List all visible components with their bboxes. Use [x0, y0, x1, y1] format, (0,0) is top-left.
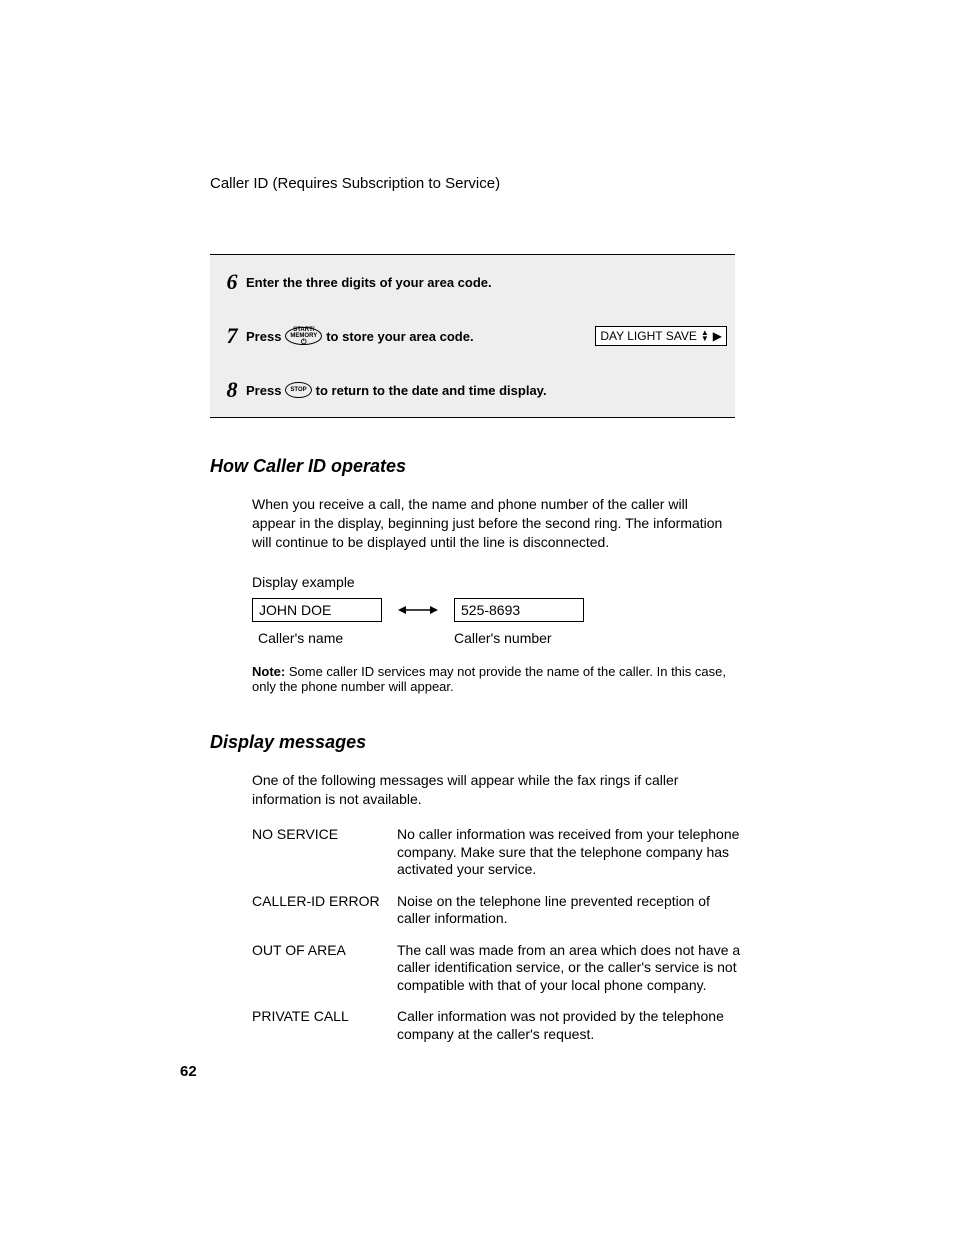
- up-down-icon: ▲▼: [701, 330, 709, 341]
- press-label: Press: [246, 329, 281, 344]
- step-text: Enter the three digits of your area code…: [246, 275, 492, 290]
- caption-name: Caller's name: [252, 630, 382, 646]
- table-row: OUT OF AREA The call was made from an ar…: [252, 942, 742, 995]
- page-number: 62: [180, 1063, 197, 1080]
- lcd-text: DAY LIGHT SAVE: [600, 329, 696, 343]
- display-example: JOHN DOE 525-8693: [252, 598, 749, 622]
- msg-desc: Caller information was not provided by t…: [397, 1008, 742, 1043]
- caption-number: Caller's number: [454, 630, 552, 646]
- section-intro: One of the following messages will appea…: [252, 771, 732, 809]
- press-label: Press: [246, 383, 281, 398]
- example-captions: Caller's name Caller's number: [252, 630, 749, 646]
- step-number: 8: [218, 377, 246, 403]
- step-8: 8 Press STOP to return to the date and t…: [210, 363, 735, 417]
- msg-desc: No caller information was received from …: [397, 826, 742, 879]
- section-heading-caller-id: How Caller ID operates: [210, 456, 749, 477]
- example-label: Display example: [252, 574, 749, 590]
- step-text: Press STOP to return to the date and tim…: [246, 382, 547, 398]
- section-heading-messages: Display messages: [210, 732, 749, 753]
- right-arrow-icon: ▶: [713, 329, 722, 343]
- table-row: PRIVATE CALL Caller information was not …: [252, 1008, 742, 1043]
- msg-code: NO SERVICE: [252, 826, 397, 879]
- power-icon: ⏻: [301, 339, 307, 346]
- step-after-text: to return to the date and time display.: [316, 383, 547, 398]
- lcd-display: DAY LIGHT SAVE ▲▼ ▶: [595, 326, 727, 346]
- caller-name-display: JOHN DOE: [252, 598, 382, 622]
- caller-number-display: 525-8693: [454, 598, 584, 622]
- msg-code: PRIVATE CALL: [252, 1008, 397, 1043]
- step-6: 6 Enter the three digits of your area co…: [210, 255, 735, 309]
- table-row: CALLER-ID ERROR Noise on the telephone l…: [252, 893, 742, 928]
- running-header: Caller ID (Requires Subscription to Serv…: [210, 175, 749, 192]
- messages-table: NO SERVICE No caller information was rec…: [252, 826, 742, 1043]
- step-number: 7: [218, 323, 246, 349]
- step-text: Press START/ MEMORY ⏻ to store your area…: [246, 327, 474, 345]
- note-label: Note:: [252, 664, 285, 679]
- msg-desc: Noise on the telephone line prevented re…: [397, 893, 742, 928]
- double-arrow-icon: [398, 604, 438, 616]
- start-memory-button-icon: START/ MEMORY ⏻: [285, 327, 322, 345]
- step-after-text: to store your area code.: [326, 329, 473, 344]
- msg-code: OUT OF AREA: [252, 942, 397, 995]
- stop-button-icon: STOP: [285, 382, 311, 398]
- step-7: 7 Press START/ MEMORY ⏻ to store your ar…: [210, 309, 735, 363]
- section-body: When you receive a call, the name and ph…: [252, 495, 732, 552]
- btn-label: STOP: [290, 387, 306, 393]
- msg-desc: The call was made from an area which doe…: [397, 942, 742, 995]
- steps-panel: 6 Enter the three digits of your area co…: [210, 254, 735, 418]
- note: Note: Some caller ID services may not pr…: [252, 664, 742, 694]
- table-row: NO SERVICE No caller information was rec…: [252, 826, 742, 879]
- msg-code: CALLER-ID ERROR: [252, 893, 397, 928]
- note-body: Some caller ID services may not provide …: [252, 664, 726, 694]
- step-number: 6: [218, 269, 246, 295]
